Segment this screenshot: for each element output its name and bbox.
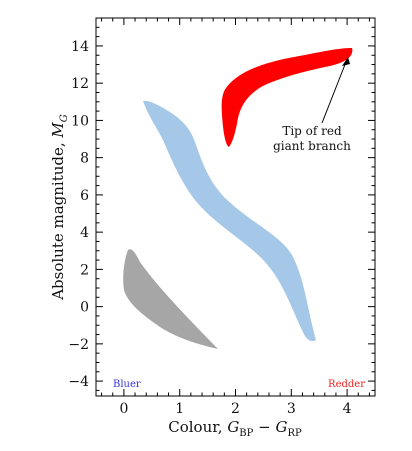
x-tick-label: 3 — [287, 401, 296, 417]
y-tick-label: 14 — [71, 39, 89, 55]
y-tick-label: 2 — [80, 262, 89, 278]
giant-branch-region — [221, 48, 353, 147]
y-tick-label: 4 — [80, 225, 89, 241]
x-tick-label: 2 — [231, 401, 240, 417]
y-axis-label: Absolute magnitude, MG — [49, 114, 70, 301]
bluer-label: Bluer — [113, 379, 141, 390]
plot-frame — [95, 17, 376, 397]
y-tick-label: −2 — [68, 337, 89, 353]
y-tick-label: 8 — [80, 151, 89, 167]
annotation-text-line2: giant branch — [273, 139, 351, 153]
white-dwarf-region — [123, 249, 218, 349]
x-tick-label: 0 — [119, 401, 128, 417]
axis-ticks — [96, 17, 375, 396]
y-tick-label: 6 — [80, 188, 89, 204]
main-sequence-region — [143, 100, 316, 342]
x-axis-label: Colour, GBP − GRP — [168, 418, 302, 439]
annotation-arrowhead — [342, 57, 350, 66]
y-tick-label: 10 — [71, 113, 89, 129]
annotation-text-line1: Tip of red — [282, 124, 342, 138]
y-tick-label: −4 — [68, 374, 89, 390]
annotation-arrow-line — [321, 61, 347, 124]
x-tick-label: 4 — [343, 401, 352, 417]
x-tick-label: 1 — [175, 401, 184, 417]
redder-label: Redder — [328, 379, 365, 390]
y-tick-label: 12 — [71, 76, 89, 92]
y-tick-label: 0 — [80, 300, 89, 316]
